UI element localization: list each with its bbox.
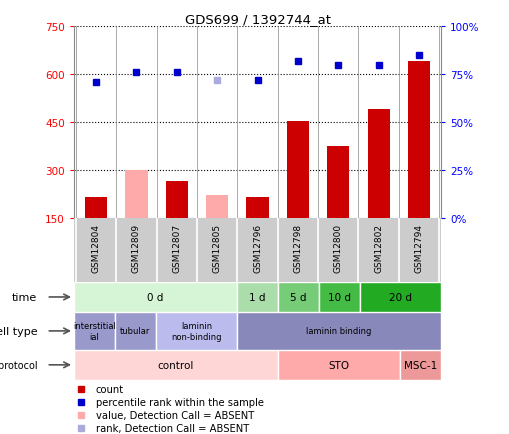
Text: GSM12798: GSM12798 bbox=[293, 224, 302, 273]
Text: GSM12809: GSM12809 bbox=[132, 224, 140, 273]
Bar bbox=[206, 196, 228, 218]
Bar bbox=[155, 312, 237, 350]
Text: 1 d: 1 d bbox=[249, 293, 265, 302]
Text: tubular: tubular bbox=[120, 327, 150, 335]
Bar bbox=[125, 171, 147, 218]
Bar bbox=[407, 62, 429, 218]
Text: GSM12804: GSM12804 bbox=[92, 224, 100, 272]
Text: GSM12807: GSM12807 bbox=[172, 224, 181, 273]
Text: value, Detection Call = ABSENT: value, Detection Call = ABSENT bbox=[96, 410, 253, 420]
Text: laminin
non-binding: laminin non-binding bbox=[171, 322, 221, 341]
Bar bbox=[74, 312, 115, 350]
Bar bbox=[237, 312, 440, 350]
Text: 0 d: 0 d bbox=[147, 293, 163, 302]
Text: GSM12794: GSM12794 bbox=[414, 224, 422, 272]
Text: GSM12796: GSM12796 bbox=[252, 224, 262, 273]
Bar bbox=[400, 350, 440, 380]
Bar bbox=[286, 121, 308, 218]
Text: growth protocol: growth protocol bbox=[0, 360, 37, 370]
Text: 20 d: 20 d bbox=[388, 293, 411, 302]
Text: control: control bbox=[157, 360, 194, 370]
Bar bbox=[326, 147, 349, 218]
Text: percentile rank within the sample: percentile rank within the sample bbox=[96, 397, 264, 407]
Text: interstitial
ial: interstitial ial bbox=[73, 322, 116, 341]
Text: STO: STO bbox=[328, 360, 349, 370]
Bar bbox=[74, 350, 277, 380]
Bar bbox=[277, 283, 318, 312]
Bar bbox=[277, 350, 400, 380]
Bar bbox=[246, 197, 268, 218]
Text: MSC-1: MSC-1 bbox=[403, 360, 437, 370]
Text: GSM12805: GSM12805 bbox=[212, 224, 221, 273]
Title: GDS699 / 1392744_at: GDS699 / 1392744_at bbox=[184, 13, 330, 26]
Text: cell type: cell type bbox=[0, 326, 37, 336]
Text: laminin binding: laminin binding bbox=[306, 327, 371, 335]
Bar bbox=[74, 283, 237, 312]
Text: time: time bbox=[12, 293, 37, 302]
Text: rank, Detection Call = ABSENT: rank, Detection Call = ABSENT bbox=[96, 423, 249, 433]
Text: GSM12800: GSM12800 bbox=[333, 224, 342, 273]
Text: 10 d: 10 d bbox=[327, 293, 350, 302]
Bar bbox=[359, 283, 440, 312]
Bar bbox=[115, 312, 155, 350]
Text: count: count bbox=[96, 384, 124, 394]
Bar bbox=[85, 197, 107, 218]
Text: 5 d: 5 d bbox=[290, 293, 306, 302]
Text: GSM12802: GSM12802 bbox=[374, 224, 382, 272]
Bar bbox=[165, 182, 188, 218]
Bar bbox=[318, 283, 359, 312]
Bar bbox=[237, 283, 277, 312]
Bar bbox=[367, 110, 389, 218]
